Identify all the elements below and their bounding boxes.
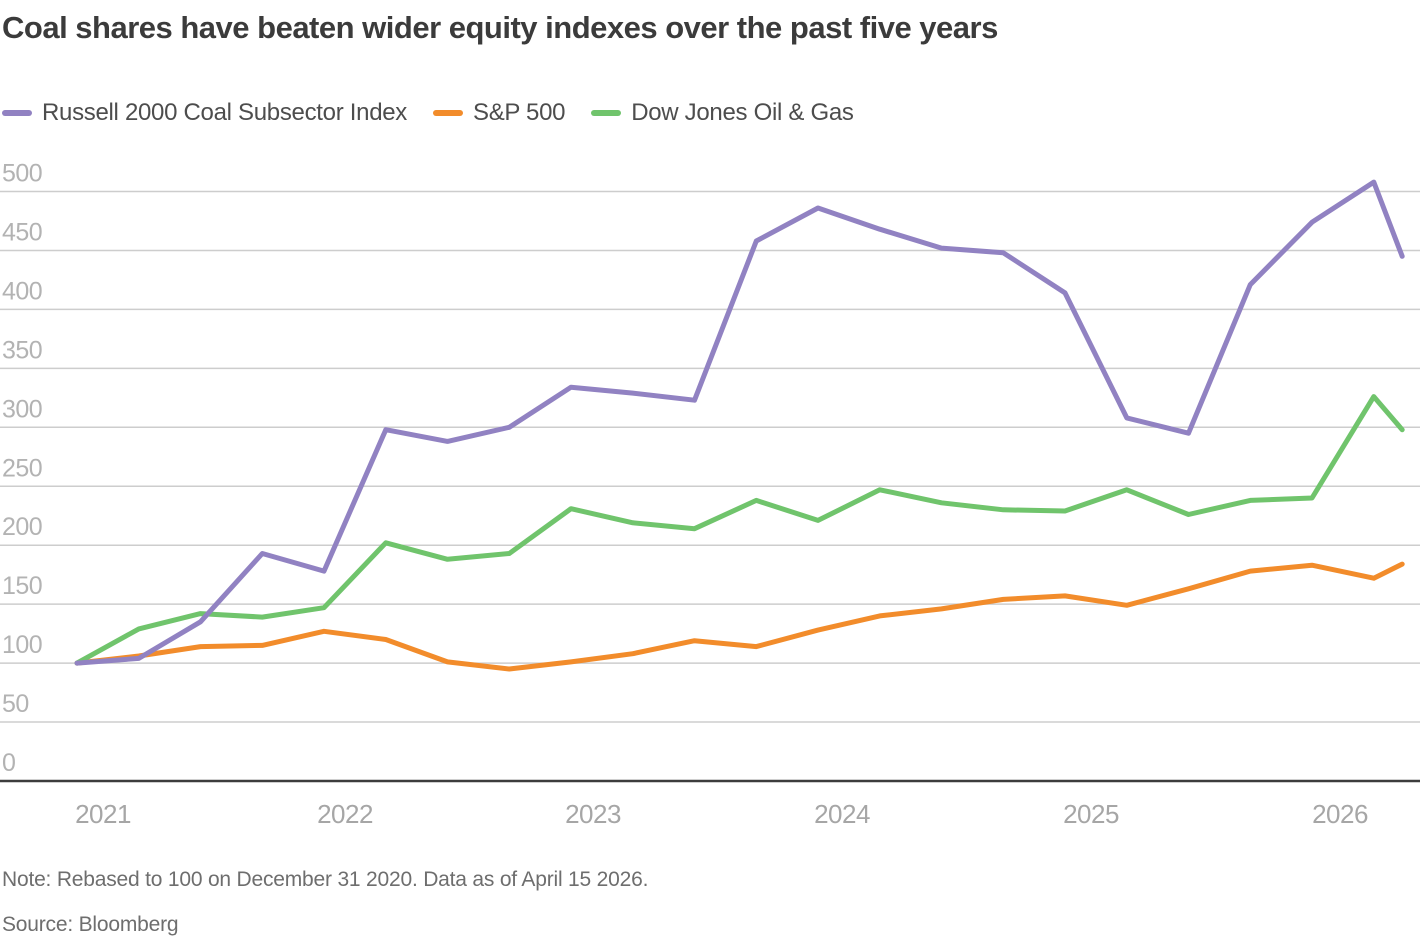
legend-label-s-p-500: S&P 500 [472,99,566,126]
legend-item-dow-jones-oil-gas: Dow Jones Oil & Gas [591,99,854,127]
y-tick-label-100: 100 [2,631,42,659]
line-chart-canvas: 0 50 100 150 200 250 300 350 400 450 500 2021 2022 20… [0,160,1420,829]
legend-item-s-p-500: S&P 500 [432,99,566,127]
y-tick-label-500: 500 [2,160,42,188]
y-tick-label-50: 50 [2,690,29,718]
chart-title: Coal shares have beaten wider equity ind… [2,10,998,45]
legend-swatch-dow-jones-oil-gas [591,110,622,116]
y-tick-label-350: 350 [2,336,42,364]
y-tick-label-150: 150 [2,572,42,600]
x-tick-label-2021: 2021 [75,799,131,829]
series-line-dow-jones-oil-gas [74,394,1405,666]
x-tick-label-2024: 2024 [814,799,870,829]
y-tick-label-250: 250 [2,454,42,482]
y-tick-label-0: 0 [2,749,15,777]
legend-label-russell-2000-coal-subsector-index: Russell 2000 Coal Subsector Index [42,99,407,126]
series-line-s-p-500 [74,561,1405,672]
y-tick-label-450: 450 [2,218,42,246]
x-tick-label-2022: 2022 [317,799,373,829]
series-line-russell-2000-coal-subsector-index [74,179,1405,666]
x-tick-label-2023: 2023 [565,799,621,829]
y-tick-label-400: 400 [2,277,42,305]
legend-label-dow-jones-oil-gas: Dow Jones Oil & Gas [631,99,854,126]
x-tick-label-2026: 2026 [1312,799,1368,829]
chart-note: Note: Rebased to 100 on December 31 2020… [2,868,649,891]
legend-swatch-russell-2000-coal-subsector-index [2,110,32,116]
chart-legend: Russell 2000 Coal Subsector Index S&P 500… [2,99,854,127]
chart-source: Source: Bloomberg [2,913,179,936]
y-tick-label-300: 300 [2,395,42,423]
y-tick-label-200: 200 [2,513,42,541]
legend-item-russell-2000-coal-subsector-index: Russell 2000 Coal Subsector Index [2,99,407,127]
x-tick-label-2025: 2025 [1063,799,1119,829]
legend-swatch-s-p-500 [432,110,463,116]
